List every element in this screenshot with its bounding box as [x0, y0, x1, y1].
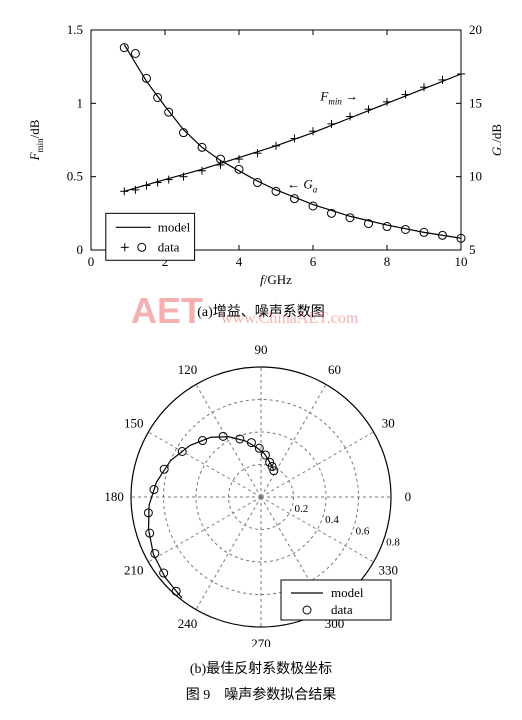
- svg-text:210: 210: [124, 562, 144, 577]
- svg-text:60: 60: [328, 362, 341, 377]
- svg-text:4: 4: [236, 254, 243, 269]
- gain-noise-chart: 0246810f/GHz00.511.5Fmin/dB5101520Ga/dBF…: [21, 10, 501, 290]
- svg-text:Ga/dB: Ga/dB: [489, 124, 501, 157]
- svg-text:330: 330: [378, 562, 398, 577]
- svg-text:0.6: 0.6: [356, 525, 370, 537]
- caption-a: (a)增益、噪声系数图: [10, 301, 512, 321]
- svg-text:0: 0: [77, 242, 84, 257]
- caption-fig: 图 9 噪声参数拟合结果: [10, 684, 512, 704]
- svg-text:Fmin →: Fmin →: [319, 88, 358, 106]
- svg-text:8: 8: [384, 254, 391, 269]
- svg-text:← Ga: ← Ga: [287, 176, 318, 194]
- svg-text:0.8: 0.8: [386, 536, 400, 548]
- svg-text:180: 180: [104, 489, 124, 504]
- reflection-polar-chart: 03060901201501802102402703003300.20.40.6…: [21, 327, 501, 647]
- svg-text:0.4: 0.4: [325, 514, 339, 526]
- svg-text:10: 10: [455, 254, 468, 269]
- svg-text:1: 1: [77, 95, 84, 110]
- svg-text:f/GHz: f/GHz: [260, 272, 292, 287]
- svg-text:120: 120: [178, 362, 198, 377]
- svg-text:1.5: 1.5: [67, 22, 83, 37]
- svg-text:0.5: 0.5: [67, 169, 83, 184]
- svg-text:data: data: [158, 239, 180, 254]
- svg-text:90: 90: [255, 342, 268, 357]
- svg-text:data: data: [331, 602, 353, 617]
- top-chart-container: 0246810f/GHz00.511.5Fmin/dB5101520Ga/dBF…: [21, 10, 501, 295]
- svg-text:0.2: 0.2: [295, 503, 309, 515]
- caption-b: (b)最佳反射系数极坐标: [10, 658, 512, 678]
- svg-text:model: model: [158, 219, 191, 234]
- svg-text:10: 10: [469, 169, 482, 184]
- svg-text:20: 20: [469, 22, 482, 37]
- svg-text:270: 270: [251, 636, 271, 647]
- svg-text:5: 5: [469, 242, 476, 257]
- svg-text:30: 30: [382, 416, 395, 431]
- svg-text:0: 0: [405, 489, 412, 504]
- svg-text:0: 0: [88, 254, 95, 269]
- polar-chart-container: 03060901201501802102402703003300.20.40.6…: [21, 327, 501, 652]
- svg-text:15: 15: [469, 95, 482, 110]
- svg-text:model: model: [331, 585, 364, 600]
- svg-text:240: 240: [178, 616, 198, 631]
- svg-text:150: 150: [124, 416, 144, 431]
- svg-text:6: 6: [310, 254, 317, 269]
- svg-text:Fmin/dB: Fmin/dB: [27, 119, 45, 161]
